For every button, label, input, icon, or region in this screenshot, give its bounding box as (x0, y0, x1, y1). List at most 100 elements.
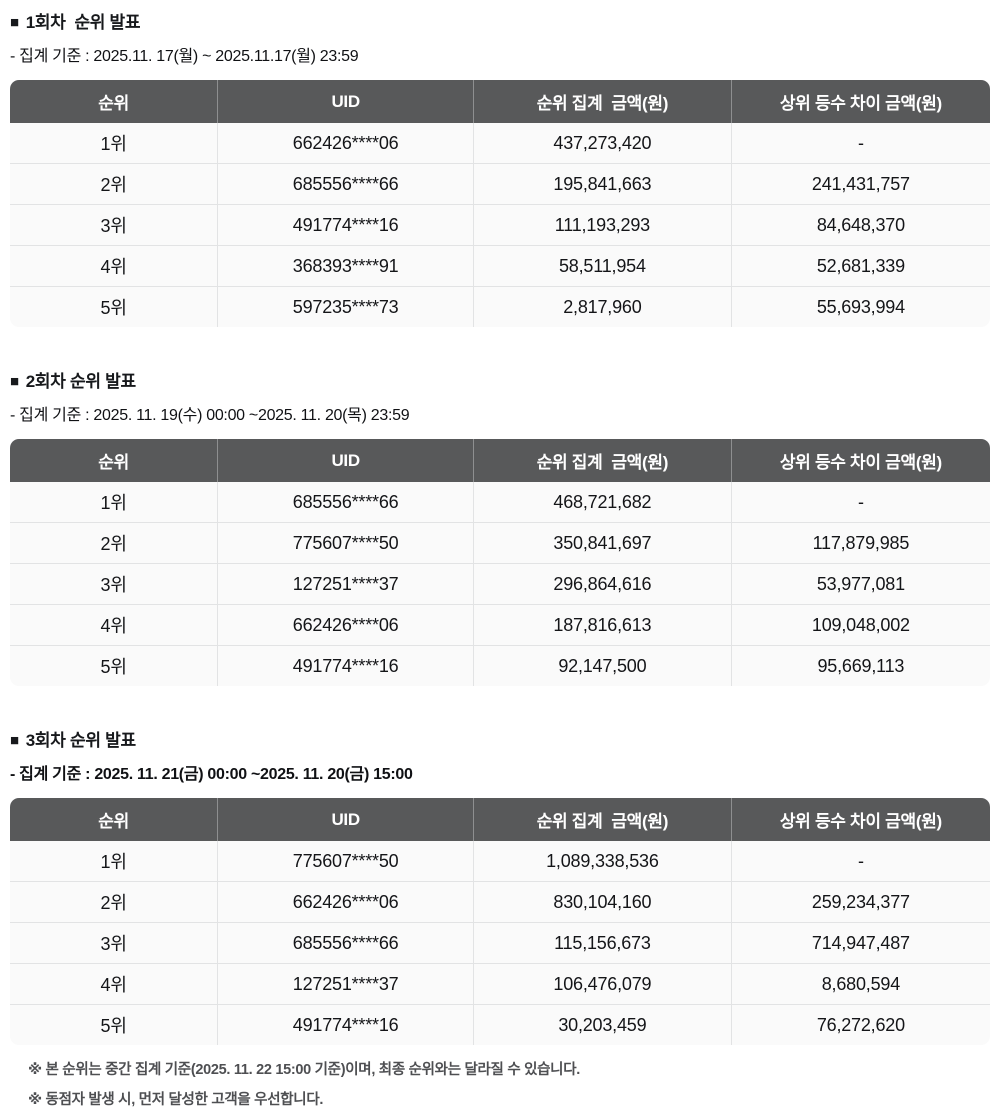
col-header-rank: 순위 (10, 798, 219, 841)
table-row: 1위 662426****06 437,273,420 - (10, 123, 990, 164)
col-header-uid: UID (217, 439, 475, 482)
aggregation-period-round-3: - 집계 기준 : 2025. 11. 21(금) 00:00 ~2025. 1… (10, 766, 413, 783)
uid-cell: 685556****66 (217, 482, 475, 523)
table-row: 5위 597235****73 2,817,960 55,693,994 (10, 286, 990, 327)
amount-cell: 106,476,079 (473, 963, 732, 1005)
uid-cell: 597235****73 (217, 286, 475, 327)
table-row: 1위 685556****66 468,721,682 - (10, 482, 990, 523)
table-row: 2위 775607****50 350,841,697 117,879,985 (10, 522, 990, 564)
section-title-round-3: ■ 3회차 순위 발표 (10, 730, 990, 753)
diff-cell: 53,977,081 (731, 563, 990, 605)
section-title-text: 3회차 순위 발표 (25, 731, 136, 750)
aggregation-period-round-2: - 집계 기준 : 2025. 11. 19(수) 00:00 ~2025. 1… (10, 407, 410, 424)
amount-cell: 111,193,293 (473, 204, 732, 246)
uid-cell: 491774****16 (217, 1004, 475, 1045)
table-header-row: 순위 UID 순위 집계 금액(원) 상위 등수 차이 금액(원) (10, 798, 990, 841)
uid-cell: 685556****66 (217, 922, 475, 964)
amount-cell: 2,817,960 (473, 286, 732, 327)
table-row: 5위 491774****16 92,147,500 95,669,113 (10, 645, 990, 686)
table-row: 2위 685556****66 195,841,663 241,431,757 (10, 163, 990, 205)
col-header-amount: 순위 집계 금액(원) (473, 439, 732, 482)
amount-cell: 195,841,663 (473, 163, 732, 205)
rank-cell: 5위 (10, 1004, 219, 1045)
uid-cell: 775607****50 (217, 841, 475, 882)
col-header-diff: 상위 등수 차이 금액(원) (731, 80, 990, 123)
amount-cell: 350,841,697 (473, 522, 732, 564)
rank-cell: 4위 (10, 604, 219, 646)
diff-cell: 714,947,487 (731, 922, 990, 964)
table-row: 3위 685556****66 115,156,673 714,947,487 (10, 922, 990, 964)
diff-cell: 109,048,002 (731, 604, 990, 646)
footnote-tiebreaker: ※ 동점자 발생 시, 먼저 달성한 고객을 우선합니다. (28, 1092, 324, 1108)
amount-cell: 115,156,673 (473, 922, 732, 964)
footnotes: ※ 본 순위는 중간 집계 기준(2025. 11. 22 15:00 기준)이… (10, 1061, 990, 1110)
col-header-amount: 순위 집계 금액(원) (473, 80, 732, 123)
square-bullet-icon: ■ (10, 14, 19, 31)
diff-cell: 241,431,757 (731, 163, 990, 205)
col-header-amount: 순위 집계 금액(원) (473, 798, 732, 841)
section-round-1: ■ 1회차 순위 발표 - 집계 기준 : 2025.11. 17(월) ~ 20… (10, 12, 990, 327)
uid-cell: 662426****06 (217, 604, 475, 646)
table-row: 2위 662426****06 830,104,160 259,234,377 (10, 881, 990, 923)
amount-cell: 92,147,500 (473, 645, 732, 686)
amount-cell: 30,203,459 (473, 1004, 732, 1045)
amount-cell: 437,273,420 (473, 123, 732, 164)
section-title-round-2: ■ 2회차 순위 발표 (10, 371, 990, 394)
uid-cell: 127251****37 (217, 563, 475, 605)
diff-cell: 117,879,985 (731, 522, 990, 564)
col-header-uid: UID (217, 798, 475, 841)
ranking-table-round-3: 순위 UID 순위 집계 금액(원) 상위 등수 차이 금액(원) 1위 775… (10, 798, 990, 1045)
col-header-diff: 상위 등수 차이 금액(원) (731, 439, 990, 482)
diff-cell: 76,272,620 (731, 1004, 990, 1045)
rank-cell: 3위 (10, 204, 219, 246)
rank-cell: 1위 (10, 482, 219, 523)
rank-cell: 5위 (10, 286, 219, 327)
table-row: 3위 491774****16 111,193,293 84,648,370 (10, 204, 990, 246)
diff-cell: 259,234,377 (731, 881, 990, 923)
table-row: 1위 775607****50 1,089,338,536 - (10, 841, 990, 882)
uid-cell: 491774****16 (217, 204, 475, 246)
amount-cell: 830,104,160 (473, 881, 732, 923)
footnote-interim-ranking: ※ 본 순위는 중간 집계 기준(2025. 11. 22 15:00 기준)이… (28, 1062, 580, 1078)
diff-cell: 8,680,594 (731, 963, 990, 1005)
diff-cell: - (731, 841, 990, 882)
section-round-3: ■ 3회차 순위 발표 - 집계 기준 : 2025. 11. 21(금) 00:… (10, 730, 990, 1045)
uid-cell: 491774****16 (217, 645, 475, 686)
uid-cell: 127251****37 (217, 963, 475, 1005)
amount-cell: 1,089,338,536 (473, 841, 732, 882)
col-header-diff: 상위 등수 차이 금액(원) (731, 798, 990, 841)
aggregation-period-round-1: - 집계 기준 : 2025.11. 17(월) ~ 2025.11.17(월)… (10, 48, 359, 65)
diff-cell: 52,681,339 (731, 245, 990, 287)
diff-cell: - (731, 482, 990, 523)
diff-cell: 84,648,370 (731, 204, 990, 246)
uid-cell: 662426****06 (217, 123, 475, 164)
amount-cell: 468,721,682 (473, 482, 732, 523)
rank-cell: 3위 (10, 922, 219, 964)
table-row: 4위 662426****06 187,816,613 109,048,002 (10, 604, 990, 646)
ranking-table-round-2: 순위 UID 순위 집계 금액(원) 상위 등수 차이 금액(원) 1위 685… (10, 439, 990, 686)
rank-cell: 5위 (10, 645, 219, 686)
col-header-rank: 순위 (10, 80, 219, 123)
section-round-2: ■ 2회차 순위 발표 - 집계 기준 : 2025. 11. 19(수) 00:… (10, 371, 990, 686)
table-header-row: 순위 UID 순위 집계 금액(원) 상위 등수 차이 금액(원) (10, 439, 990, 482)
table-row: 5위 491774****16 30,203,459 76,272,620 (10, 1004, 990, 1045)
rank-cell: 3위 (10, 563, 219, 605)
rank-cell: 4위 (10, 963, 219, 1005)
ranking-table-round-1: 순위 UID 순위 집계 금액(원) 상위 등수 차이 금액(원) 1위 662… (10, 80, 990, 327)
uid-cell: 775607****50 (217, 522, 475, 564)
table-header-row: 순위 UID 순위 집계 금액(원) 상위 등수 차이 금액(원) (10, 80, 990, 123)
diff-cell: 95,669,113 (731, 645, 990, 686)
table-row: 4위 127251****37 106,476,079 8,680,594 (10, 963, 990, 1005)
amount-cell: 296,864,616 (473, 563, 732, 605)
uid-cell: 685556****66 (217, 163, 475, 205)
rank-cell: 2위 (10, 881, 219, 923)
diff-cell: - (731, 123, 990, 164)
square-bullet-icon: ■ (10, 732, 19, 749)
amount-cell: 58,511,954 (473, 245, 732, 287)
uid-cell: 368393****91 (217, 245, 475, 287)
section-title-text: 2회차 순위 발표 (25, 372, 136, 391)
section-title-round-1: ■ 1회차 순위 발표 (10, 12, 990, 35)
amount-cell: 187,816,613 (473, 604, 732, 646)
col-header-uid: UID (217, 80, 475, 123)
